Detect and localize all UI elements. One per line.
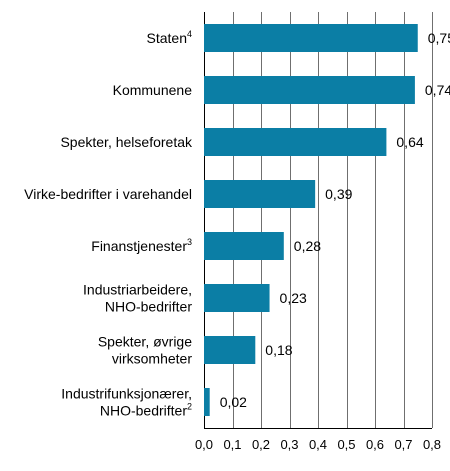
x-tick-label: 0,3: [280, 437, 298, 452]
bar: [204, 180, 316, 208]
category-label: NHO-bedrifter: [105, 299, 192, 315]
category-label: Industriarbeidere,: [83, 282, 192, 298]
value-label: 0,28: [294, 238, 321, 254]
gridlines: [204, 12, 433, 429]
bar: [204, 388, 210, 416]
x-tick-label: 0,4: [309, 437, 327, 452]
x-tick-label: 0,1: [223, 437, 241, 452]
category-label: Industrifunksjonærer,: [61, 386, 192, 402]
x-tick-label: 0,2: [252, 437, 270, 452]
value-label: 0,02: [220, 394, 247, 410]
value-labels: 0,75 0,74 0,64 0,39 0,28 0,23 0,18 0,02: [220, 30, 450, 410]
bar: [204, 336, 256, 364]
category-labels: Staten4 Kommunene Spekter, helseforetak Vir…: [24, 29, 193, 419]
category-label: Virke-bedrifter i varehandel: [24, 186, 192, 202]
x-tick-label: 0,5: [337, 437, 355, 452]
value-label: 0,39: [325, 186, 352, 202]
bar: [204, 284, 270, 312]
x-tick-label: 0,7: [394, 437, 412, 452]
bar: [204, 232, 284, 260]
category-label: Kommunene: [113, 82, 193, 98]
bar: [204, 128, 387, 156]
category-label: virksomheter: [112, 351, 192, 367]
value-label: 0,74: [425, 82, 450, 98]
value-label: 0,18: [265, 342, 292, 358]
category-label: NHO-bedrifter2: [100, 402, 192, 419]
bar: [204, 76, 415, 104]
value-label: 0,64: [396, 134, 423, 150]
x-tick-label: 0,0: [195, 437, 213, 452]
x-tick-label: 0,8: [423, 437, 441, 452]
bars: [204, 24, 418, 416]
bar: [204, 24, 418, 52]
x-axis-tick-labels: 0,0 0,1 0,2 0,3 0,4 0,5 0,6 0,7 0,8: [195, 437, 441, 452]
category-label: Finanstjenester3: [91, 237, 192, 254]
category-label: Spekter, øvrige: [98, 334, 192, 350]
category-label: Staten4: [147, 29, 193, 46]
x-tick-label: 0,6: [366, 437, 384, 452]
value-label: 0,75: [428, 30, 450, 46]
category-label: Spekter, helseforetak: [60, 134, 193, 150]
value-label: 0,23: [280, 290, 307, 306]
